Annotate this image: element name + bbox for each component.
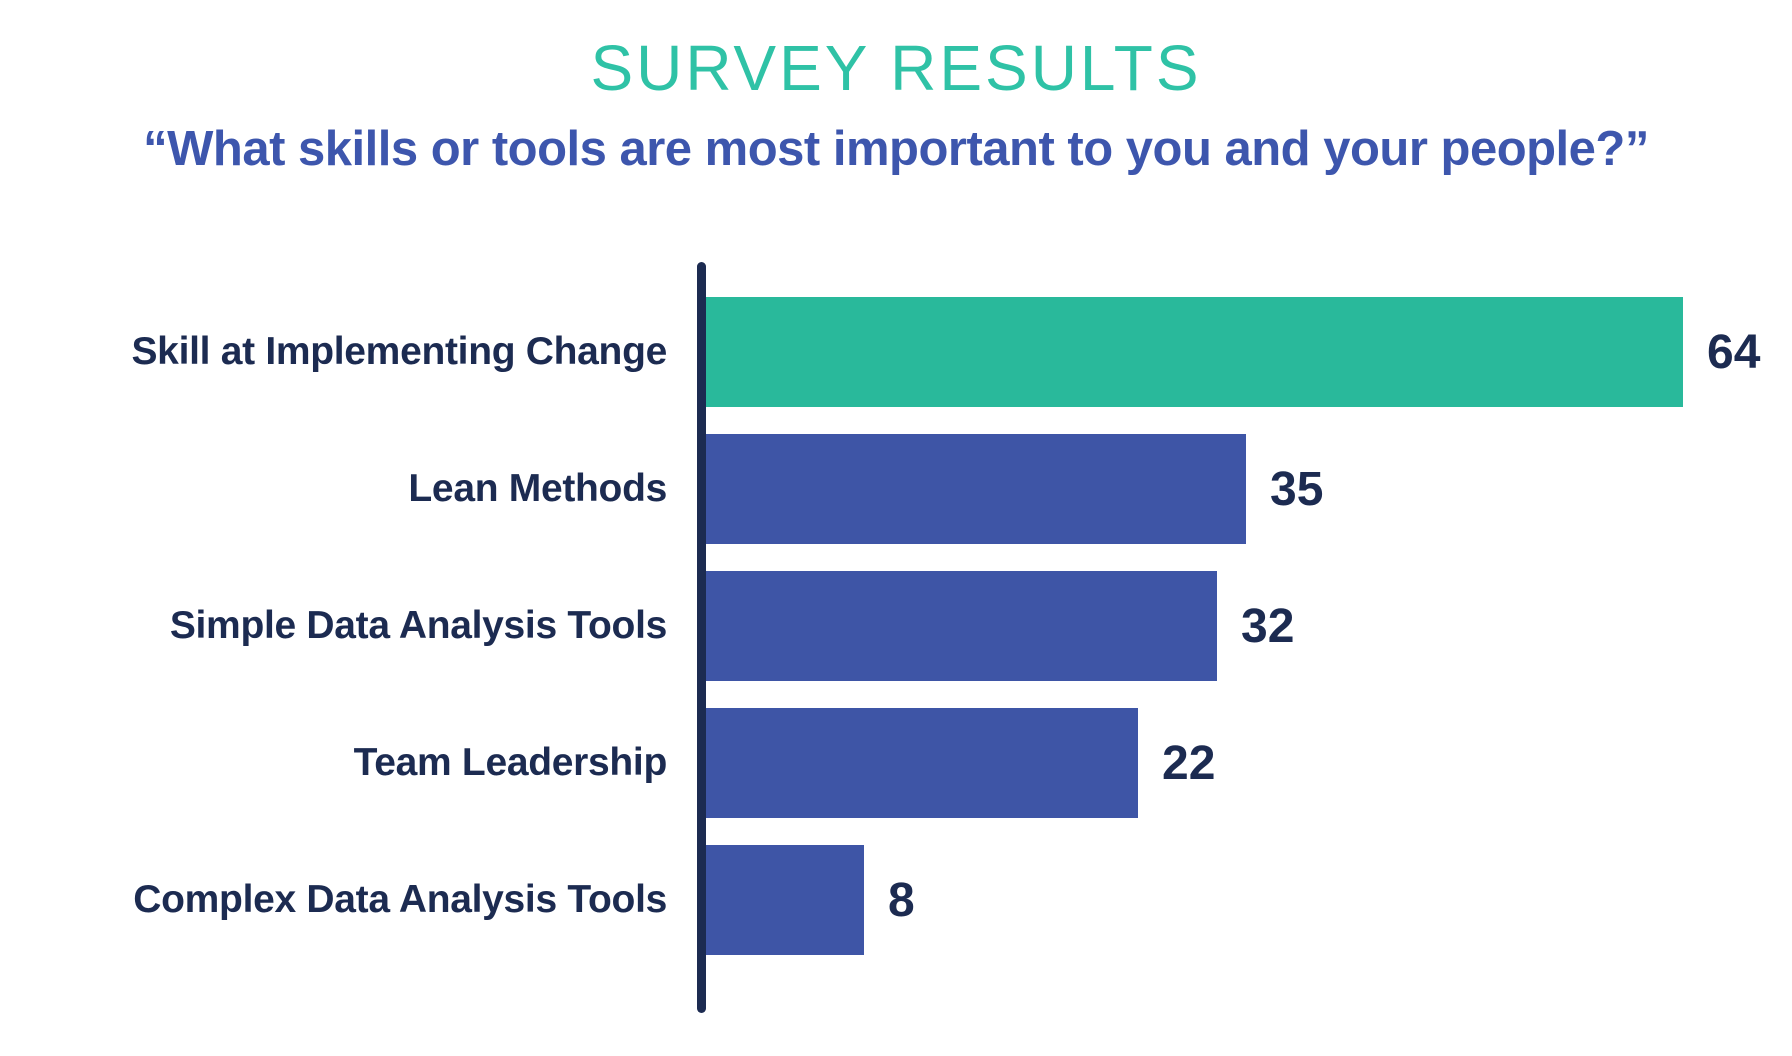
- value-label: 35: [1270, 462, 1324, 516]
- value-label: 64: [1707, 325, 1761, 379]
- bar-row: Lean Methods 35: [0, 434, 1792, 544]
- bar: [706, 571, 1217, 681]
- category-label: Lean Methods: [408, 467, 667, 510]
- bar-row: Team Leadership 22: [0, 708, 1792, 818]
- category-label: Complex Data Analysis Tools: [133, 878, 667, 921]
- value-label: 8: [888, 873, 915, 927]
- bar: [706, 708, 1138, 818]
- bar: [706, 845, 864, 955]
- bar: [706, 297, 1683, 407]
- bar-row: Simple Data Analysis Tools 32: [0, 571, 1792, 681]
- category-label: Simple Data Analysis Tools: [169, 604, 667, 647]
- bar: [706, 434, 1246, 544]
- bar-row: Skill at Implementing Change 64: [0, 297, 1792, 407]
- value-label: 32: [1241, 599, 1295, 653]
- bar-row: Complex Data Analysis Tools 8: [0, 845, 1792, 955]
- category-label: Skill at Implementing Change: [131, 330, 667, 373]
- category-label: Team Leadership: [353, 741, 668, 784]
- value-label: 22: [1162, 736, 1216, 790]
- page-title: SURVEY RESULTS: [590, 32, 1202, 104]
- page-subtitle: “What skills or tools are most important…: [143, 122, 1649, 176]
- y-axis-line: [697, 262, 706, 1013]
